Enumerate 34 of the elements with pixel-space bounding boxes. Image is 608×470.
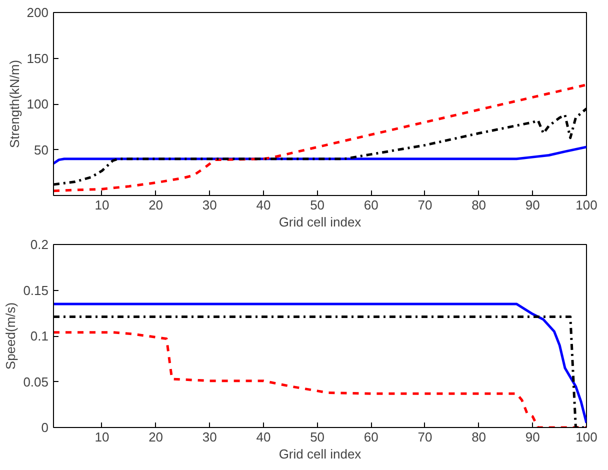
x-tick-label: 100 bbox=[576, 430, 598, 444]
x-axis-title: Grid cell index bbox=[278, 446, 362, 462]
x-tick-label: 20 bbox=[148, 430, 164, 444]
x-axis-title: Grid cell index bbox=[278, 214, 362, 230]
x-tick-label: 80 bbox=[472, 430, 486, 444]
y-tick-label: 0.2 bbox=[30, 237, 49, 252]
x-tick-label: 50 bbox=[310, 198, 325, 212]
x-tick-label: 10 bbox=[94, 430, 110, 444]
x-tick-label: 40 bbox=[256, 198, 271, 212]
y-axis-title: Speed(m/s) bbox=[3, 302, 18, 370]
x-tick-label: 30 bbox=[202, 198, 217, 212]
x-tick-label: 80 bbox=[472, 198, 486, 212]
y-tick-label: 100 bbox=[26, 96, 49, 112]
x-tick-label: 70 bbox=[418, 430, 432, 444]
x-tick-label: 60 bbox=[364, 430, 378, 444]
line-series bbox=[54, 84, 586, 192]
x-tick-label: 40 bbox=[256, 430, 271, 444]
x-tick-label: 90 bbox=[525, 198, 540, 212]
y-tick-label: 200 bbox=[26, 5, 49, 20]
x-tick-label: 50 bbox=[310, 430, 325, 444]
y-tick-label: 150 bbox=[26, 50, 49, 66]
x-tick-label: 90 bbox=[525, 430, 540, 444]
y-tick-label: 0.1 bbox=[30, 328, 49, 344]
y-tick-label: 0.05 bbox=[23, 374, 49, 390]
y-tick-label: 0 bbox=[41, 420, 49, 435]
y-tick-label: 0.15 bbox=[23, 282, 49, 298]
x-tick-label: 30 bbox=[202, 430, 217, 444]
x-tick-label: 100 bbox=[576, 198, 598, 212]
x-tick-label: 10 bbox=[94, 198, 110, 212]
y-tick-label: 50 bbox=[34, 142, 49, 158]
y-axis-title: Strength(kN/m) bbox=[6, 60, 22, 148]
x-tick-label: 70 bbox=[418, 198, 432, 212]
x-tick-label: 60 bbox=[364, 198, 378, 212]
x-tick-label: 20 bbox=[148, 198, 164, 212]
